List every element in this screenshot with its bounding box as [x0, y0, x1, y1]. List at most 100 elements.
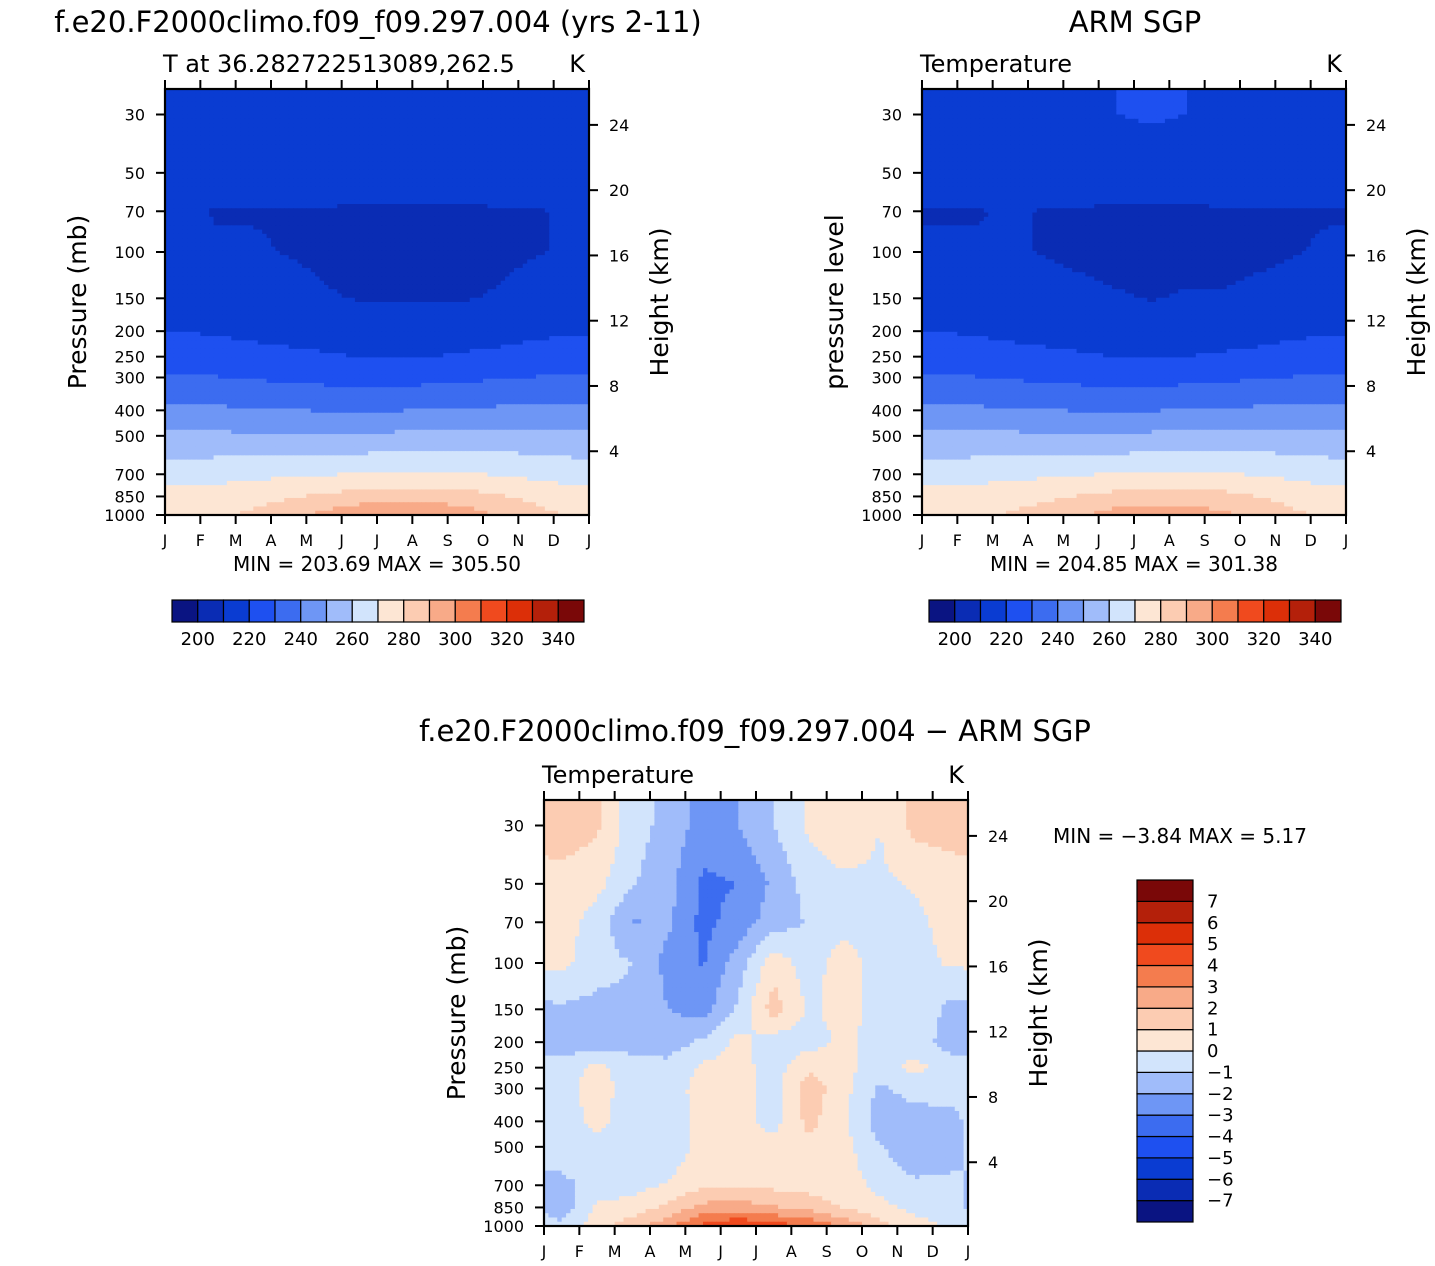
field-cell: [363, 118, 369, 124]
field-cell: [165, 123, 171, 128]
field-cell: [235, 293, 241, 299]
field-cell: [301, 148, 307, 154]
field-cell: [390, 208, 396, 214]
field-cell: [394, 238, 400, 243]
field-cell: [505, 110, 511, 116]
field-cell: [297, 208, 303, 214]
field-cell: [527, 221, 533, 226]
field-cell: [200, 199, 206, 205]
field-cell: [385, 238, 391, 243]
field-cell: [359, 306, 365, 312]
field-cell: [301, 123, 307, 128]
field-cell: [169, 169, 175, 175]
field-cell: [178, 89, 184, 94]
field-cell: [209, 97, 215, 103]
field-cell: [222, 114, 228, 120]
field-cell: [372, 216, 378, 222]
field-cell: [447, 161, 453, 167]
field-cell: [209, 242, 215, 248]
field-cell: [354, 204, 360, 209]
field-cell: [522, 272, 528, 278]
field-cell: [505, 127, 511, 133]
field-cell: [226, 110, 232, 116]
field-cell: [248, 131, 254, 137]
field-cell: [218, 101, 224, 107]
field-cell: [253, 89, 259, 94]
field-cell: [244, 267, 250, 273]
field-cell: [381, 302, 387, 307]
field-cell: [169, 259, 175, 265]
field-cell: [173, 302, 179, 307]
field-cell: [226, 212, 232, 218]
field-cell: [403, 229, 409, 235]
field-cell: [235, 212, 241, 218]
field-cell: [513, 225, 519, 231]
field-cell: [213, 174, 219, 180]
field-cell: [319, 229, 325, 235]
field-cell: [584, 259, 589, 265]
field-cell: [536, 267, 542, 273]
field-cell: [403, 131, 409, 137]
field-cell: [235, 250, 241, 256]
field-cell: [209, 225, 215, 231]
field-cell: [544, 114, 550, 120]
field-cell: [337, 165, 343, 171]
field-cell: [584, 131, 589, 137]
field-cell: [571, 225, 577, 231]
field-cell: [558, 297, 564, 303]
field-cell: [310, 306, 316, 312]
field-cell: [310, 174, 316, 180]
field-cell: [266, 238, 272, 243]
field-cell: [293, 225, 299, 231]
field-cell: [288, 255, 294, 260]
field-cell: [187, 221, 193, 226]
field-cell: [513, 199, 519, 205]
field-cell: [253, 216, 259, 222]
field-cell: [182, 204, 188, 209]
field-cell: [478, 280, 484, 286]
field-cell: [363, 97, 369, 103]
field-cell: [575, 302, 581, 307]
field-cell: [513, 110, 519, 116]
field-cell: [438, 144, 444, 150]
field-cell: [549, 131, 555, 137]
field-cell: [271, 276, 277, 282]
field-cell: [284, 293, 290, 299]
field-cell: [527, 114, 533, 120]
field-cell: [297, 267, 303, 273]
field-cell: [324, 93, 330, 99]
field-cell: [182, 284, 188, 290]
field-cell: [381, 267, 387, 273]
field-cell: [253, 246, 259, 252]
field-cell: [566, 165, 572, 171]
field-cell: [575, 204, 581, 209]
field-cell: [222, 152, 228, 158]
field-cell: [279, 131, 285, 137]
field-cell: [438, 174, 444, 180]
field-cell: [580, 238, 586, 243]
field-cell: [328, 148, 334, 154]
field-cell: [522, 306, 528, 312]
field-cell: [222, 148, 228, 154]
field-cell: [491, 280, 497, 286]
field-cell: [474, 123, 480, 128]
field-cell: [226, 178, 232, 184]
field-cell: [178, 110, 184, 116]
field-cell: [425, 293, 431, 299]
field-cell: [394, 199, 400, 205]
field-cell: [346, 169, 352, 175]
field-cell: [213, 263, 219, 269]
field-cell: [487, 229, 493, 235]
field-cell: [407, 302, 413, 307]
field-cell: [253, 123, 259, 128]
field-cell: [288, 221, 294, 226]
field-cell: [553, 152, 559, 158]
field-cell: [478, 101, 484, 107]
field-cell: [209, 144, 215, 150]
field-cell: [324, 259, 330, 265]
field-cell: [253, 178, 259, 184]
field-cell: [200, 238, 206, 243]
field-cell: [218, 216, 224, 222]
field-cell: [301, 259, 307, 265]
field-cell: [363, 165, 369, 171]
